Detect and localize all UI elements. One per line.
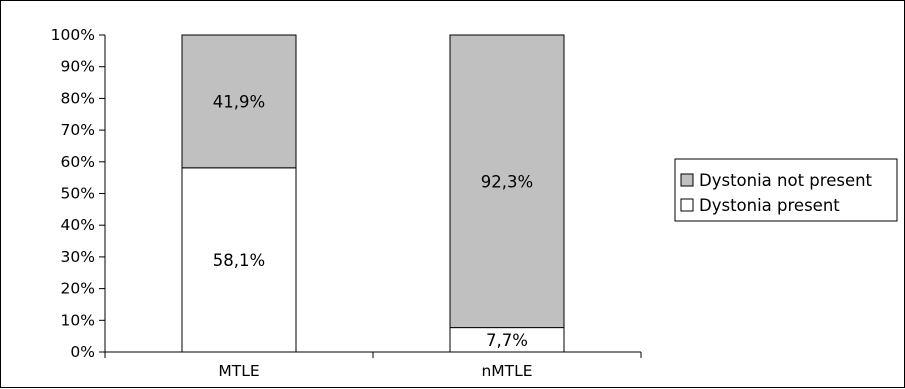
y-tick-label: 0% bbox=[70, 343, 95, 361]
legend-box bbox=[674, 158, 898, 222]
data-label: 58,1% bbox=[213, 251, 265, 270]
axes: 0% 10% 20% 30% 40% 50% 60% 70% 80% 90% 100% MTLE nMT… bbox=[51, 26, 642, 380]
legend-swatch bbox=[680, 173, 694, 187]
x-tick-label: nMTLE bbox=[481, 362, 532, 380]
bar-segment bbox=[449, 34, 565, 329]
y-tick-label: 100% bbox=[51, 26, 95, 44]
y-tick-label: 70% bbox=[61, 121, 95, 139]
legend: Dystonia not present Dystonia present bbox=[674, 158, 898, 222]
y-tick-label: 30% bbox=[61, 248, 95, 266]
legend-entry-label: Dystonia present bbox=[699, 196, 840, 215]
legend-entry-label: Dystonia not present bbox=[699, 171, 873, 190]
y-tick-label: 60% bbox=[61, 153, 95, 171]
data-labels: 58,1% 41,9% 7,7% 92,3% bbox=[213, 92, 533, 349]
data-label: 41,9% bbox=[213, 92, 265, 111]
y-tick-label: 40% bbox=[61, 216, 95, 234]
bar-segment bbox=[181, 167, 297, 353]
data-label: 7,7% bbox=[486, 331, 528, 350]
bars bbox=[181, 34, 565, 353]
y-tick-label: 50% bbox=[61, 185, 95, 203]
y-tick-label: 20% bbox=[61, 280, 95, 298]
bar-segment bbox=[181, 34, 297, 169]
bar-segment bbox=[449, 327, 565, 353]
data-label: 92,3% bbox=[481, 172, 533, 191]
legend-swatch bbox=[680, 198, 694, 212]
y-tick-label: 80% bbox=[61, 89, 95, 107]
x-tick-label: MTLE bbox=[218, 362, 259, 380]
y-tick-label: 10% bbox=[61, 311, 95, 329]
y-tick-label: 90% bbox=[61, 58, 95, 76]
